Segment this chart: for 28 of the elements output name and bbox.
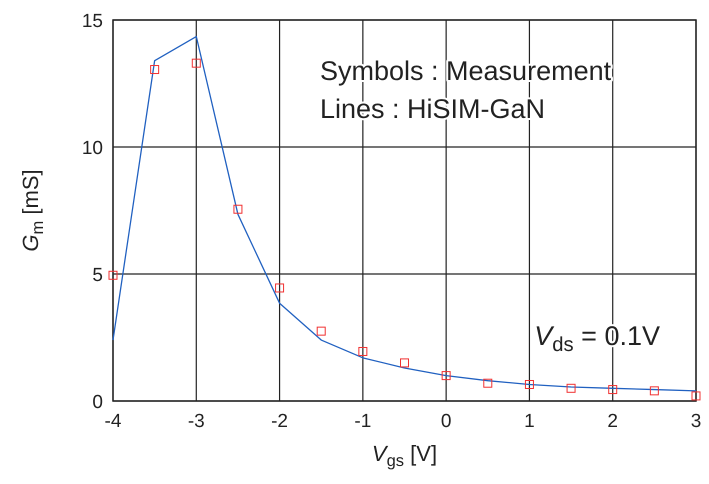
x-axis-title: V$_{gs}$ [V] (372, 441, 438, 470)
y-tick-label: 15 (82, 11, 103, 32)
x-tick-label: 2 (607, 411, 618, 432)
x-tick-label: 1 (524, 411, 535, 432)
y-tick-label: 10 (82, 138, 103, 159)
point (192, 58, 201, 68)
point (483, 378, 492, 388)
point (275, 283, 284, 292)
point (650, 386, 659, 396)
point (108, 270, 118, 280)
point (442, 371, 451, 380)
x-tick-label: 3 (690, 411, 702, 432)
x-tick-label: -2 (271, 411, 288, 432)
point (358, 346, 368, 356)
point (233, 204, 242, 214)
point (316, 326, 326, 336)
point (524, 380, 534, 389)
point (608, 385, 618, 394)
x-tick-label: -1 (354, 411, 372, 432)
point (400, 358, 409, 368)
y-tick-label: 5 (92, 265, 103, 286)
y-tick-label: 0 (92, 392, 103, 413)
x-tick-label: -4 (104, 411, 122, 432)
point (692, 391, 700, 400)
x-tick-label: 0 (440, 411, 452, 432)
x-tick-label: -3 (188, 411, 205, 432)
point (566, 384, 576, 393)
point (150, 65, 160, 74)
